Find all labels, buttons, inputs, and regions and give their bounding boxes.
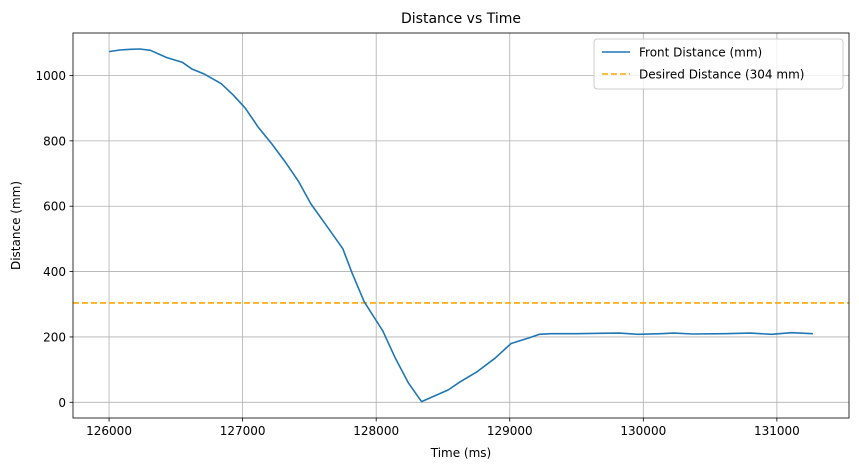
chart-title: Distance vs Time bbox=[401, 11, 521, 27]
legend-label-desired-distance: Desired Distance (304 mm) bbox=[639, 68, 804, 82]
series-layer bbox=[108, 48, 813, 403]
legend-box bbox=[593, 38, 844, 90]
y-axis-ticks: 0 200 400 600 800 1000 bbox=[35, 69, 73, 410]
legend: Front Distance (mm) Desired Distance (30… bbox=[593, 38, 844, 90]
y-tick-label: 200 bbox=[43, 330, 66, 344]
x-tick-label: 128000 bbox=[353, 424, 399, 438]
x-tick-label: 127000 bbox=[220, 424, 266, 438]
x-axis-label: Time (ms) bbox=[430, 446, 492, 460]
legend-label-front-distance: Front Distance (mm) bbox=[639, 46, 762, 60]
x-tick-label: 126000 bbox=[86, 424, 132, 438]
y-tick-label: 400 bbox=[43, 265, 66, 279]
front-distance-series-line bbox=[108, 48, 813, 403]
y-axis-label: Distance (mm) bbox=[9, 181, 23, 270]
plot-area-frame bbox=[72, 32, 850, 419]
x-tick-label: 131000 bbox=[754, 424, 800, 438]
y-tick-label: 800 bbox=[43, 134, 66, 148]
y-tick-label: 0 bbox=[58, 396, 66, 410]
x-tick-label: 130000 bbox=[620, 424, 666, 438]
grid bbox=[73, 33, 849, 418]
x-tick-label: 129000 bbox=[487, 424, 533, 438]
y-tick-label: 600 bbox=[43, 200, 66, 214]
y-tick-label: 1000 bbox=[35, 69, 66, 83]
x-axis-ticks: 126000 127000 128000 129000 130000 131000 bbox=[86, 418, 800, 438]
